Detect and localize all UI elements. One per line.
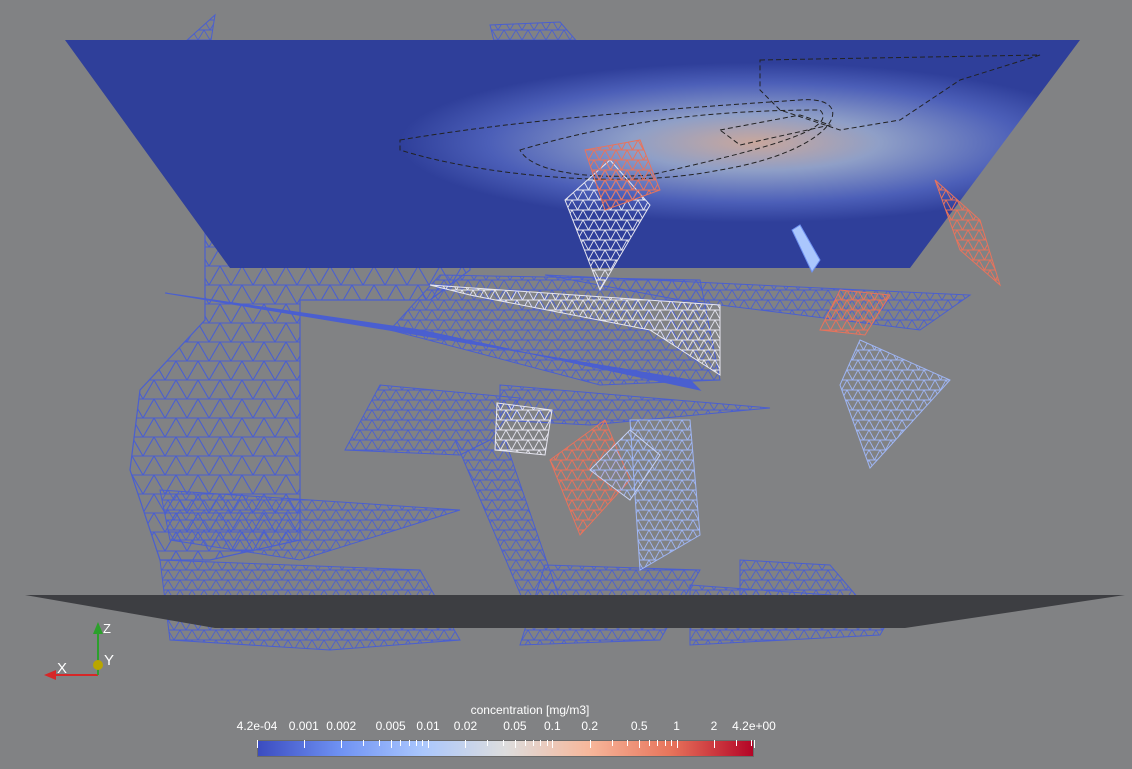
colorbar-minor-tick: [546, 740, 548, 746]
colorbar-tick-label: 0.2: [581, 719, 599, 733]
colorbar-tick-marks: [257, 740, 755, 748]
colorbar-minor-tick: [378, 740, 380, 746]
colorbar-minor-tick: [400, 740, 402, 746]
colorbar-minor-tick: [540, 740, 542, 746]
colorbar-tick-label: 0.005: [375, 719, 406, 733]
colorbar-minor-tick: [751, 740, 753, 746]
colorbar-tick-label: 0.02: [453, 719, 478, 733]
colorbar-title: concentration [mg/m3]: [470, 703, 590, 717]
colorbar-tick-label: 0.1: [543, 719, 561, 733]
colorbar-minor-tick: [627, 740, 629, 746]
colorbar-tick-labels: 4.2e-04 0.001 0.002 0.005 0.01 0.02 0.05 0.1 0.2…: [0, 719, 1132, 735]
colorbar-major-tick: [465, 740, 467, 748]
colorbar[interactable]: [257, 740, 754, 757]
colorbar-major-tick: [303, 740, 305, 748]
colorbar-major-tick: [390, 740, 392, 748]
colorbar-major-tick: [589, 740, 591, 748]
colorbar-minor-tick: [611, 740, 613, 746]
x-axis-label: X: [57, 660, 68, 677]
orientation-axes[interactable]: [44, 622, 103, 680]
top-concentration-slice: [65, 40, 1080, 268]
bottom-ground-slice: [25, 595, 1125, 628]
high-concentration-slices: [429, 139, 1001, 536]
colorbar-tick-label: 0.002: [326, 719, 357, 733]
colorbar-minor-tick: [408, 740, 410, 746]
colorbar-minor-tick: [533, 740, 535, 746]
colorbar-major-tick: [639, 740, 641, 748]
colorbar-major-tick: [754, 740, 755, 748]
z-axis-label: Z: [103, 621, 111, 636]
colorbar-major-tick: [257, 740, 258, 748]
colorbar-minor-tick: [487, 740, 489, 746]
colorbar-tick-label: 4.2e-04: [236, 719, 278, 733]
colorbar-major-tick: [428, 740, 430, 748]
colorbar-tick-label: 0.5: [630, 719, 648, 733]
colorbar-major-tick: [713, 740, 715, 748]
colorbar-minor-tick: [416, 740, 418, 746]
colorbar-tick-label: 0.01: [416, 719, 440, 733]
colorbar-minor-tick: [422, 740, 424, 746]
colorbar-minor-tick: [670, 740, 672, 746]
colorbar-tick-label: 0.05: [503, 719, 527, 733]
colorbar-major-tick: [676, 740, 678, 748]
colorbar-minor-tick: [502, 740, 504, 746]
colorbar-tick-label: 4.2e+00: [732, 719, 776, 733]
colorbar-minor-tick: [363, 740, 365, 746]
colorbar-minor-tick: [657, 740, 659, 746]
colorbar-minor-tick: [735, 740, 737, 746]
colorbar-tick-label: 0.001: [288, 719, 319, 733]
colorbar-major-tick: [514, 740, 516, 748]
colorbar-minor-tick: [648, 740, 650, 746]
colorbar-minor-tick: [664, 740, 666, 746]
colorbar-major-tick: [552, 740, 554, 748]
colorbar-tick-label: 1: [673, 719, 680, 733]
colorbar-minor-tick: [524, 740, 526, 746]
colorbar-major-tick: [341, 740, 343, 748]
colorbar-tick-label: 2: [710, 719, 718, 733]
y-axis-label: Y: [104, 652, 115, 669]
